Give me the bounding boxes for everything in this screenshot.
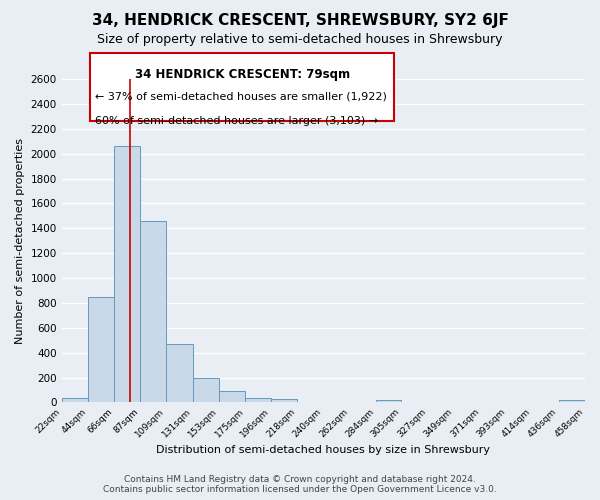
- Bar: [271, 400, 297, 402]
- Bar: [245, 398, 271, 402]
- Bar: [166, 344, 193, 403]
- Bar: [62, 398, 88, 402]
- Text: 34, HENDRICK CRESCENT, SHREWSBURY, SY2 6JF: 34, HENDRICK CRESCENT, SHREWSBURY, SY2 6…: [92, 12, 508, 28]
- Y-axis label: Number of semi-detached properties: Number of semi-detached properties: [15, 138, 25, 344]
- Text: 34 HENDRICK CRESCENT: 79sqm: 34 HENDRICK CRESCENT: 79sqm: [134, 68, 350, 80]
- Bar: [219, 392, 245, 402]
- Bar: [88, 296, 115, 403]
- Bar: [376, 400, 401, 402]
- FancyBboxPatch shape: [91, 53, 394, 121]
- Bar: [140, 221, 166, 402]
- Bar: [115, 146, 140, 403]
- Text: ← 37% of semi-detached houses are smaller (1,922): ← 37% of semi-detached houses are smalle…: [95, 92, 386, 102]
- Text: 60% of semi-detached houses are larger (3,103) →: 60% of semi-detached houses are larger (…: [95, 116, 378, 126]
- Text: Contains HM Land Registry data © Crown copyright and database right 2024.: Contains HM Land Registry data © Crown c…: [124, 475, 476, 484]
- Bar: [559, 400, 585, 402]
- Text: Contains public sector information licensed under the Open Government Licence v3: Contains public sector information licen…: [103, 485, 497, 494]
- Text: Size of property relative to semi-detached houses in Shrewsbury: Size of property relative to semi-detach…: [97, 32, 503, 46]
- X-axis label: Distribution of semi-detached houses by size in Shrewsbury: Distribution of semi-detached houses by …: [157, 445, 490, 455]
- Bar: [193, 378, 219, 402]
